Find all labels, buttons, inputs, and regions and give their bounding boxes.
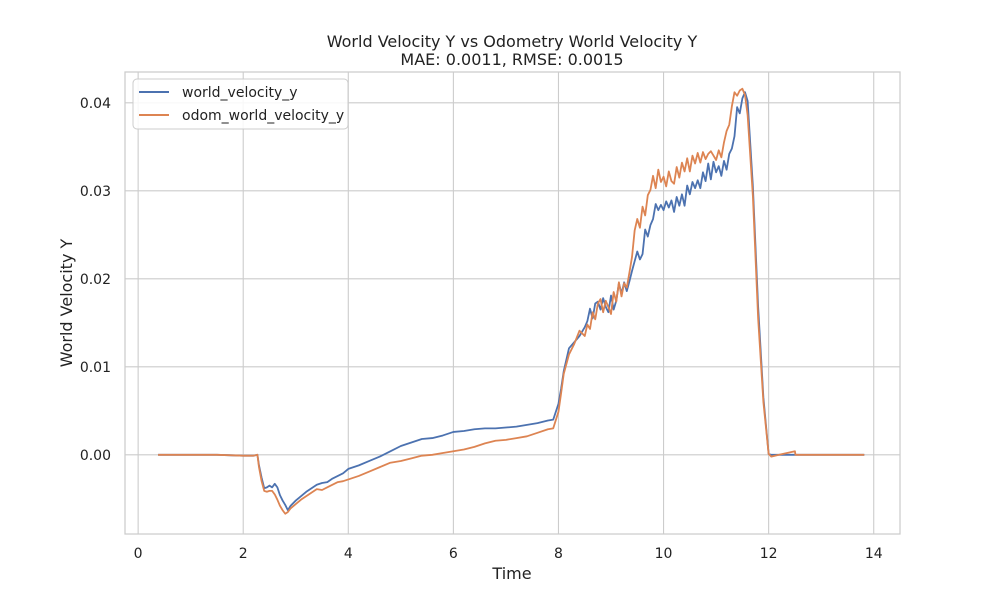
y-tick-label: 0.02 [80,272,111,288]
series-layer [158,87,865,515]
x-tick-label: 0 [134,546,143,562]
y-tick-label: 0.03 [80,184,111,200]
x-axis-label: Time [491,564,531,583]
legend: world_velocity_y odom_world_velocity_y [132,78,349,130]
plot-area [125,72,900,534]
y-axis-label: World Velocity Y [57,238,76,367]
series-line-odom-world-velocity-y [158,87,865,515]
x-tick-label: 6 [449,546,458,562]
series-line-world-velocity-y [158,91,865,512]
plot-frame [124,71,901,535]
x-tick-label: 4 [344,546,353,562]
chart-subtitle: MAE: 0.0011, RMSE: 0.0015 [400,50,623,69]
y-tick-label: 0.00 [80,448,111,464]
x-tick-label: 14 [865,546,883,562]
tick-layer: 0 2 4 6 8 10 12 14 0.00 0.01 0.02 0.03 0.04 [80,96,883,562]
x-tick-label: 12 [760,546,778,562]
x-tick-label: 2 [239,546,248,562]
legend-label-odom-world-velocity-y: odom_world_velocity_y [182,108,344,124]
x-tick-label: 10 [655,546,673,562]
y-tick-label: 0.04 [80,96,111,112]
legend-box [132,78,349,130]
chart-title: World Velocity Y vs Odometry World Veloc… [327,32,698,51]
legend-label-world-velocity-y: world_velocity_y [182,85,298,101]
x-tick-label: 8 [554,546,563,562]
y-tick-label: 0.01 [80,360,111,376]
